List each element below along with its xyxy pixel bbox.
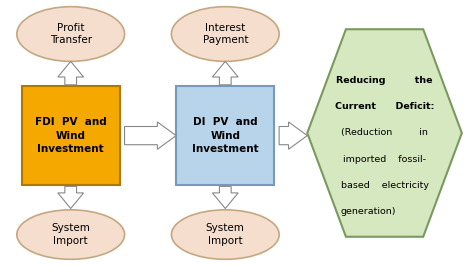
Text: based    electricity: based electricity	[340, 181, 428, 190]
Text: FDI  PV  and
Wind
Investment: FDI PV and Wind Investment	[35, 117, 107, 154]
Text: Profit
Transfer: Profit Transfer	[50, 23, 92, 45]
Text: Reducing         the: Reducing the	[337, 76, 433, 85]
Ellipse shape	[172, 7, 279, 61]
Text: System
Import: System Import	[206, 223, 245, 246]
Text: Interest
Payment: Interest Payment	[202, 23, 248, 45]
Text: (Reduction         in: (Reduction in	[341, 128, 428, 138]
FancyBboxPatch shape	[21, 86, 120, 185]
FancyArrow shape	[58, 61, 83, 85]
Text: System
Import: System Import	[51, 223, 90, 246]
Ellipse shape	[17, 210, 125, 259]
FancyArrow shape	[212, 61, 238, 85]
FancyArrow shape	[279, 122, 307, 149]
FancyBboxPatch shape	[176, 86, 274, 185]
Text: imported    fossil-: imported fossil-	[343, 155, 426, 164]
Text: generation): generation)	[340, 207, 396, 216]
Text: Current      Deficit:: Current Deficit:	[335, 102, 434, 111]
FancyArrow shape	[212, 186, 238, 209]
FancyArrow shape	[58, 186, 83, 209]
Ellipse shape	[172, 210, 279, 259]
Polygon shape	[307, 29, 462, 237]
Text: DI  PV  and
Wind
Investment: DI PV and Wind Investment	[192, 117, 259, 154]
Ellipse shape	[17, 7, 125, 61]
FancyArrow shape	[125, 122, 176, 149]
